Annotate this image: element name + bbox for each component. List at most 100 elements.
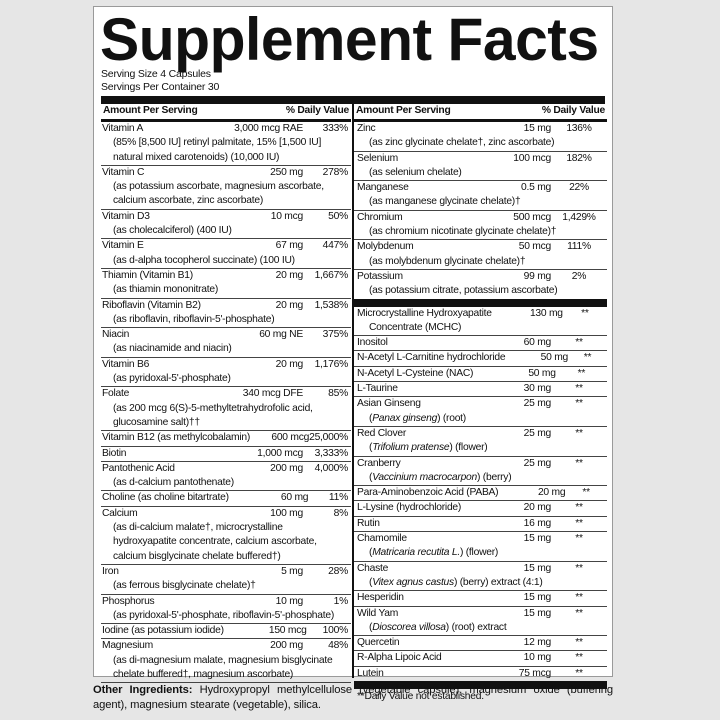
nutrient-row: L-Lysine (hydrochloride) 20 mg **: [354, 501, 607, 517]
nutrient-main-line: L-Lysine (hydrochloride) 20 mg **: [354, 501, 607, 515]
nutrient-main-line: Chamomile 15 mg **: [354, 532, 607, 546]
nutrient-amount: 200 mg: [270, 462, 303, 474]
nutrient-main-line: Vitamin B6 20 mg 1,176%: [101, 358, 351, 372]
nutrient-daily-value: 375%: [322, 329, 349, 341]
nutrient-daily-value: 85%: [328, 388, 348, 400]
nutrient-daily-value: 1,667%: [314, 269, 349, 281]
botanical-name: Vaccinium macrocarpon: [372, 471, 478, 483]
servings-per-container: Servings Per Container 30: [101, 81, 220, 93]
nutrient-row: N-Acetyl L-Cysteine (NAC) 50 mg **: [354, 367, 607, 383]
top-divider-bar: [101, 96, 605, 104]
nutrient-amount: 500 mcg: [513, 211, 551, 223]
nutrient-row: Phosphorus 10 mg 1% (as pyridoxal-5'-phosph…: [101, 595, 351, 625]
nutrient-source-line: hydroxyapatite concentrate, calcium asco…: [101, 535, 351, 549]
nutrient-amount: 20 mg: [537, 487, 566, 499]
nutrient-source-line: (Panax ginseng) (root): [354, 412, 607, 426]
source-text: (: [369, 576, 373, 588]
nutrient-row: Potassium 99 mg 2% (as potassium citrate, p…: [354, 270, 607, 299]
source-text: (as cholecalciferol) (400 IU): [113, 225, 232, 237]
source-text: (as ferrous bisglycinate chelate)†: [113, 580, 256, 592]
nutrient-main-line: Phosphorus 10 mg 1%: [101, 595, 351, 609]
source-text: (as potassium ascorbate, magnesium ascor…: [113, 181, 324, 193]
source-text: ) (flower): [459, 547, 499, 559]
nutrient-row: R-Alpha Lipoic Acid 10 mg **: [354, 651, 607, 667]
source-text: (as di-calcium malate†, microcrystalline: [113, 522, 283, 534]
nutrient-amount: 10 mg: [275, 595, 304, 607]
nutrient-main-line: Wild Yam 15 mg **: [354, 607, 607, 621]
nutrient-main-line: Vitamin A 3,000 mcg RAE 333%: [101, 122, 351, 136]
nutrient-amount: 16 mg: [523, 517, 552, 529]
nutrient-row: N-Acetyl L-Carnitine hydrochloride 50 mg *…: [354, 351, 607, 367]
nutrient-row: Vitamin A 3,000 mcg RAE 333% (85% [8,500 IU…: [101, 122, 351, 166]
nutrient-main-line: Cranberry 25 mg **: [354, 457, 607, 471]
nutrient-name: Choline (as choline bitartrate): [102, 492, 229, 504]
nutrient-daily-value: **: [582, 487, 590, 499]
nutrient-daily-value: **: [575, 562, 583, 574]
nutrient-main-line: Zinc 15 mg 136%: [354, 122, 607, 136]
nutrient-source-line: natural mixed carotenoids) (10,000 IU): [101, 151, 351, 165]
nutrient-main-line: Chaste 15 mg **: [354, 562, 607, 576]
nutrient-amount: 60 mg: [280, 492, 309, 504]
nutrient-amount: 30 mg: [523, 383, 552, 395]
nutrient-amount: 200 mg: [270, 640, 303, 652]
nutrient-source-line: (Vaccinium macrocarpon) (berry): [354, 471, 607, 485]
nutrient-row: Selenium 100 mcg 182% (as selenium chelate): [354, 152, 607, 182]
nutrient-row: Choline (as choline bitartrate) 60 mg 11%: [101, 491, 351, 507]
right-column: Amount Per Serving % Daily Value Zinc 15 …: [352, 104, 607, 702]
nutrient-source-line: (as thiamin mononitrate): [101, 283, 351, 297]
nutrient-name: Vitamin D3: [102, 210, 150, 222]
nutrient-row: Vitamin C 250 mg 278% (as potassium ascorba…: [101, 166, 351, 210]
nutrient-row: Chromium 500 mcg 1,429% (as chromium nicoti…: [354, 211, 607, 241]
nutrient-row: Calcium 100 mg 8% (as di-calcium malate†, m…: [101, 507, 351, 565]
source-text: Concentrate (MCHC): [369, 321, 462, 333]
supplement-facts-panel: Supplement Facts Serving Size 4 Capsules…: [93, 6, 613, 702]
nutrient-main-line: Iodine (as potassium iodide) 150 mcg 100%: [101, 624, 351, 638]
source-text: (as di-magnesium malate, magnesium bisgl…: [113, 654, 333, 666]
nutrient-row: Quercetin 12 mg **: [354, 636, 607, 652]
nutrient-row: Wild Yam 15 mg ** (Dioscorea villosa) (root…: [354, 607, 607, 637]
source-text: (as zinc glycinate chelate†, zinc ascorb…: [369, 137, 555, 149]
nutrient-row: Para-Aminobenzoic Acid (PABA) 20 mg **: [354, 486, 607, 502]
nutrient-main-line: Riboflavin (Vitamin B2) 20 mg 1,538%: [101, 299, 351, 313]
nutrient-amount: 20 mg: [275, 299, 304, 311]
nutrient-amount: 20 mg: [523, 502, 552, 514]
nutrient-amount: 99 mg: [523, 270, 552, 282]
botanical-name: Dioscorea villosa: [372, 621, 446, 633]
nutrient-main-line: Manganese 0.5 mg 22%: [354, 181, 607, 195]
nutrient-daily-value: **: [575, 383, 583, 395]
source-text: (as thiamin mononitrate): [113, 284, 219, 296]
source-text: ) (berry) extract (4:1): [453, 576, 543, 588]
nutrient-daily-value: 278%: [322, 166, 349, 178]
nutrient-name: Pantothenic Acid: [102, 462, 175, 474]
nutrient-daily-value: 25,000%: [309, 432, 348, 444]
nutrient-row: L-Taurine 30 mg **: [354, 382, 607, 398]
nutrient-source-line: (as cholecalciferol) (400 IU): [101, 224, 351, 238]
nutrient-name: Hesperidin: [357, 592, 404, 604]
nutrient-amount: 50 mg: [540, 352, 569, 364]
nutrient-source-line: calcium ascorbate, zinc ascorbate): [101, 194, 351, 208]
nutrient-amount: 600 mcg: [271, 432, 310, 444]
source-text: (as riboflavin, riboflavin-5'-phosphate): [113, 313, 275, 325]
nutrient-name: Manganese: [357, 182, 409, 194]
nutrient-daily-value: **: [575, 652, 583, 664]
source-text: (as pyridoxal-5'-phosphate, riboflavin-5…: [113, 609, 335, 621]
source-text: (as d-calcium pantothenate): [113, 477, 234, 489]
other-nutrient-list: Microcrystalline Hydroxyapatite 130 mg ** C…: [354, 307, 607, 681]
source-text: ) (root): [437, 412, 466, 424]
nutrient-row: Vitamin E 67 mg 447% (as d-alpha tocopherol…: [101, 239, 351, 269]
nutrient-row: Magnesium 200 mg 48% (as di-magnesium malat…: [101, 639, 351, 684]
nutrient-amount: 25 mg: [523, 427, 552, 439]
source-text: natural mixed carotenoids) (10,000 IU): [113, 151, 280, 163]
nutrient-amount: 1,000 mcg: [257, 447, 303, 459]
source-text: (as 200 mcg 6(S)-5-methyltetrahydrofolic…: [113, 402, 313, 414]
source-text: (as chromium nicotinate glycinate chelat…: [369, 226, 557, 238]
nutrient-name: Magnesium: [102, 640, 153, 652]
nutrient-amount: 15 mg: [523, 607, 552, 619]
nutrient-list: Vitamin A 3,000 mcg RAE 333% (85% [8,500 IU…: [101, 122, 351, 684]
nutrient-name: Asian Ginseng: [357, 398, 421, 410]
other-ingredients-text: Hydroxypropyl methylcellulose (vegetable…: [93, 684, 613, 711]
nutrient-amount: 150 mcg: [268, 625, 307, 637]
amount-header: Amount Per Serving: [356, 105, 451, 116]
nutrient-source-line: (Matricaria recutita L.) (flower): [354, 546, 607, 560]
nutrient-daily-value: 4,000%: [314, 462, 349, 474]
